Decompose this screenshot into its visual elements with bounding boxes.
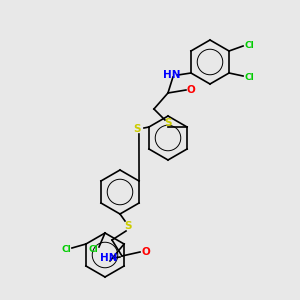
Text: O: O	[187, 85, 196, 95]
Text: Cl: Cl	[61, 244, 71, 253]
Text: HN: HN	[100, 253, 118, 263]
Text: S: S	[164, 118, 172, 128]
Text: Cl: Cl	[244, 73, 254, 82]
Text: S: S	[133, 124, 141, 134]
Text: O: O	[141, 247, 150, 257]
Text: Cl: Cl	[88, 245, 98, 254]
Text: S: S	[124, 221, 132, 231]
Text: HN: HN	[163, 70, 180, 80]
Text: Cl: Cl	[244, 40, 254, 50]
